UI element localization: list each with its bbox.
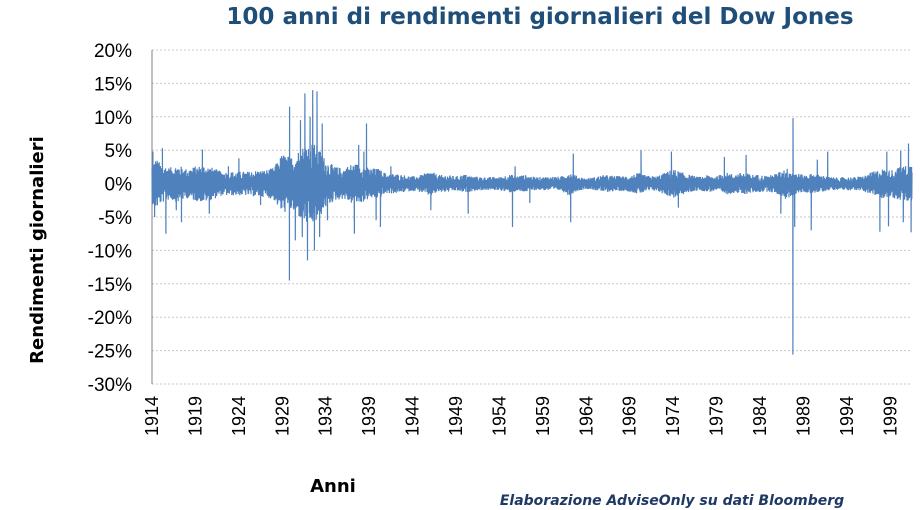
x-tick-label: 1974 (663, 396, 683, 436)
x-tick-label: 1924 (229, 396, 249, 436)
x-tick-label: 1944 (403, 396, 423, 436)
y-tick-label: -20% (88, 308, 132, 329)
x-tick-label: 1989 (793, 396, 813, 436)
x-tick-label: 1964 (576, 396, 596, 436)
y-tick-label: -10% (88, 241, 132, 262)
x-tick-label: 1959 (533, 396, 553, 436)
source-note: Elaborazione AdviseOnly su dati Bloomber… (500, 493, 844, 509)
y-tick-label: 5% (105, 141, 133, 162)
y-tick-label: -5% (98, 208, 132, 229)
x-axis-ticks: 1914 1919 1924 1929 1934 1939 1944 1949 1954 1959… (142, 396, 900, 436)
x-tick-label: 1934 (316, 396, 336, 436)
y-axis-title: Rendimenti giornalieri (27, 136, 48, 364)
x-tick-label: 1954 (489, 396, 509, 436)
x-tick-label: 1999 (880, 396, 900, 436)
x-tick-label: 1929 (272, 396, 292, 436)
y-tick-label: -25% (88, 342, 132, 363)
x-tick-label: 1969 (620, 396, 640, 436)
y-tick-label: -30% (88, 375, 132, 396)
x-tick-label: 1984 (750, 396, 770, 436)
x-tick-label: 1939 (359, 396, 379, 436)
y-tick-label: 0% (105, 175, 133, 196)
y-tick-label: 10% (94, 108, 132, 129)
y-tick-label: -15% (88, 275, 132, 296)
y-axis-ticks: 20% 15% 10% 5% 0% -5% -10% -15% -20% -25% -30% (88, 41, 132, 396)
x-tick-label: 1979 (707, 396, 727, 436)
daily-returns-series (151, 90, 913, 355)
x-axis-title: Anni (310, 476, 356, 497)
chart-title: 100 anni di rendimenti giornalieri del D… (226, 4, 853, 30)
x-tick-label: 1919 (185, 396, 205, 436)
x-tick-label: 1994 (837, 396, 857, 436)
x-tick-label: 1949 (446, 396, 466, 436)
y-tick-label: 20% (94, 41, 132, 62)
x-tick-label: 1914 (142, 396, 162, 436)
grid-lines (152, 49, 912, 385)
y-tick-label: 15% (94, 74, 132, 95)
